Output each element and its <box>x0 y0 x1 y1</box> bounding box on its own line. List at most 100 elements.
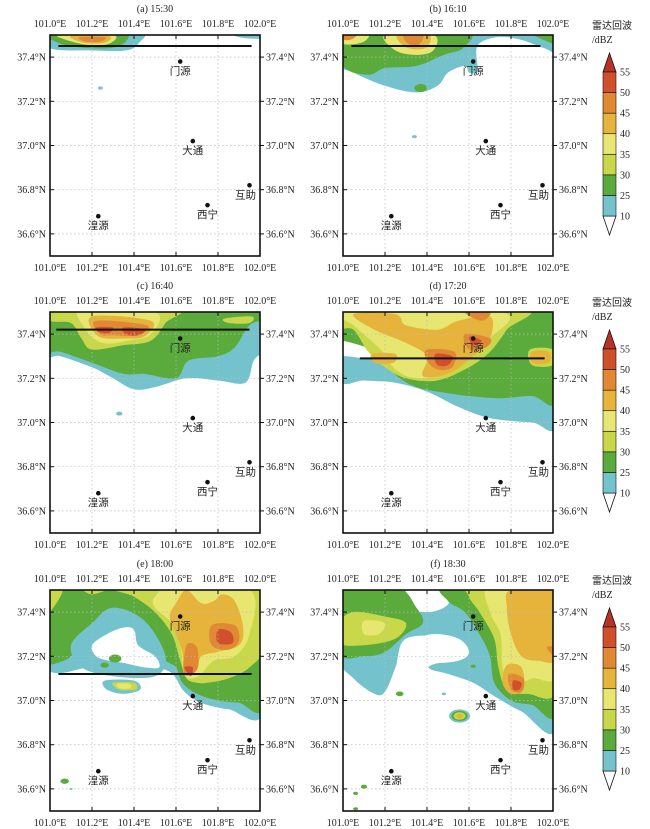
colorbar-segment <box>602 133 617 155</box>
lat-tick-label-right: 36.8°N <box>559 740 588 751</box>
station-marker <box>470 336 476 341</box>
station-marker <box>190 415 196 421</box>
lon-tick-label-bottom: 101.4°E <box>411 818 444 829</box>
lon-tick-label-bottom: 101.6°E <box>453 818 486 829</box>
lat-tick-label-left: 37.2°N <box>17 374 46 385</box>
lon-tick-label-bottom: 101.4°E <box>411 540 444 551</box>
echo-cell <box>456 713 463 719</box>
colorbar-segment <box>602 708 617 731</box>
station-label: 西宁 <box>197 763 218 776</box>
colorbar-level-label: 30 <box>620 725 630 736</box>
echo-contour-35 <box>116 683 132 689</box>
station-marker <box>470 614 476 619</box>
colorbar-level-label: 10 <box>620 212 630 223</box>
colorbar-level-label: 50 <box>620 88 630 99</box>
colorbar-segment <box>602 647 617 669</box>
lat-tick-label-right: 37.0°N <box>559 418 588 429</box>
echo-cell <box>360 784 368 789</box>
lon-tick-label-top: 101.6°E <box>453 574 486 585</box>
station-marker <box>389 768 394 774</box>
map-frame <box>49 589 261 812</box>
lon-tick-label-bottom: 101.0°E <box>34 540 67 551</box>
colorbar-segment <box>602 729 617 751</box>
lat-tick-label-left: 36.6°N <box>310 229 339 240</box>
station-marker <box>96 768 101 774</box>
station-label: 门源 <box>463 620 484 633</box>
lon-tick-label-top: 101.8°E <box>495 296 528 307</box>
echo-contour-10 <box>232 35 260 39</box>
echo-contour-50 <box>434 353 453 367</box>
echo-cell <box>411 135 417 139</box>
lon-tick-label-bottom: 101.4°E <box>118 263 151 274</box>
lon-tick-label-bottom: 101.0°E <box>34 818 67 829</box>
echo-contour-30 <box>50 590 63 613</box>
station-label: 大通 <box>182 144 203 157</box>
station-label: 西宁 <box>197 485 218 498</box>
colorbar-segment <box>602 112 617 135</box>
panel-title: (d) 17:20 <box>430 281 467 292</box>
echo-cell <box>441 692 446 696</box>
lat-tick-label-right: 37.2°N <box>266 374 295 385</box>
station-label: 门源 <box>463 65 484 78</box>
station-marker <box>389 213 394 219</box>
colorbar-title: 雷达回波 <box>592 19 632 32</box>
colorbar-under-triangle <box>602 492 617 514</box>
station-label: 互助 <box>528 743 549 756</box>
echo-contour-40 <box>353 312 494 378</box>
lon-tick-label-bottom: 101.2°E <box>369 263 402 274</box>
colorbar-segment <box>602 71 617 93</box>
radar-echo-layer <box>343 312 553 432</box>
station-marker <box>498 202 503 208</box>
map-frame <box>49 34 261 257</box>
map-frame <box>342 311 554 534</box>
colorbar-segment <box>602 92 617 114</box>
colorbar-level-label: 40 <box>620 406 630 417</box>
echo-gap <box>91 627 160 669</box>
colorbar-level-label: 40 <box>620 129 630 140</box>
lat-tick-label-right: 36.8°N <box>559 185 588 196</box>
station-marker <box>470 59 476 64</box>
colorbar-segment <box>602 348 617 370</box>
echo-contour-50 <box>512 680 522 691</box>
station-label: 大通 <box>182 421 203 434</box>
lon-tick-label-bottom: 101.4°E <box>118 540 151 551</box>
echo-contour-35 <box>361 620 386 636</box>
lat-tick-label-right: 37.0°N <box>559 141 588 152</box>
lon-tick-label-bottom: 101.8°E <box>495 540 528 551</box>
colorbar-level-label: 55 <box>620 623 630 634</box>
colorbar-level-label: 40 <box>620 684 630 695</box>
colorbar-over-triangle <box>602 328 617 350</box>
lon-tick-label-bottom: 101.8°E <box>202 263 235 274</box>
colorbar-title: 雷达回波 <box>592 574 632 587</box>
lon-tick-label-top: 101.0°E <box>34 574 67 585</box>
lat-tick-label-right: 37.2°N <box>559 374 588 385</box>
lat-tick-label-left: 37.2°N <box>17 652 46 663</box>
lon-tick-label-top: 102.0°E <box>244 574 277 585</box>
station-marker <box>483 415 489 421</box>
lon-tick-label-top: 101.4°E <box>118 574 151 585</box>
colorbar-segment <box>602 410 617 432</box>
lat-tick-label-left: 37.0°N <box>310 696 339 707</box>
lon-tick-label-bottom: 101.0°E <box>327 263 360 274</box>
station-marker <box>190 693 196 699</box>
lat-tick-label-right: 37.2°N <box>266 97 295 108</box>
panel-title: (c) 16:40 <box>137 281 173 292</box>
map-frame <box>342 34 554 257</box>
lat-tick-label-right: 37.0°N <box>266 418 295 429</box>
radar-echo-layer <box>50 590 260 790</box>
lon-tick-label-top: 101.0°E <box>327 19 360 30</box>
lon-tick-label-bottom: 102.0°E <box>537 263 570 274</box>
lat-tick-label-left: 36.8°N <box>17 462 46 473</box>
map-panel-e: 101.0°E 101.0°E 101.2°E 101.2°E 101.4°E 101.4… <box>17 559 294 829</box>
lon-tick-label-top: 101.6°E <box>160 296 193 307</box>
station-label: 西宁 <box>490 208 511 221</box>
colorbar-level-label: 25 <box>620 191 630 202</box>
map-panel-c: 101.0°E 101.0°E 101.2°E 101.2°E 101.4°E 101.4… <box>17 281 294 551</box>
lat-tick-label-left: 37.2°N <box>310 652 339 663</box>
lon-tick-label-bottom: 101.2°E <box>369 818 402 829</box>
lon-tick-label-bottom: 102.0°E <box>244 818 277 829</box>
station-label: 互助 <box>235 465 256 478</box>
colorbar-level-label: 55 <box>620 68 630 79</box>
colorbar-segment <box>602 389 617 412</box>
lat-tick-label-right: 36.8°N <box>559 462 588 473</box>
